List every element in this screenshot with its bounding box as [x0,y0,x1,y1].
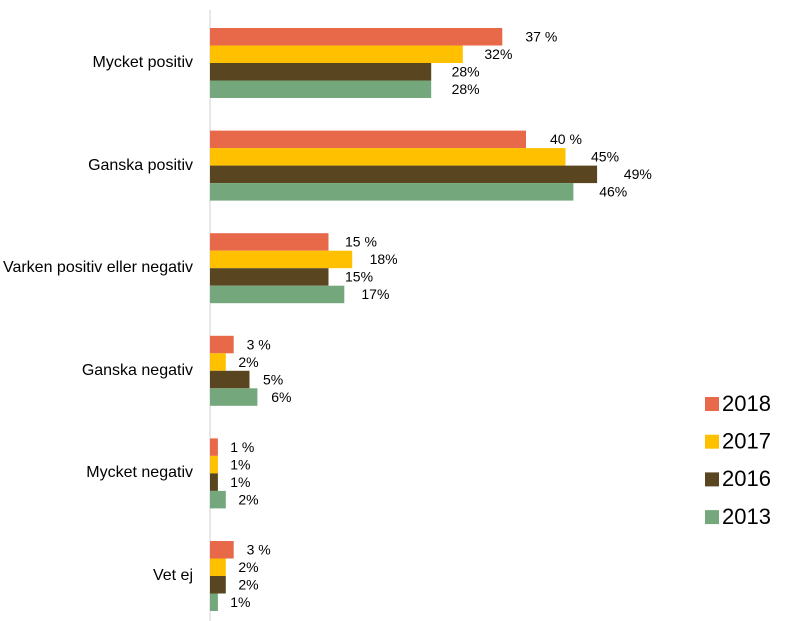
category-text: Vet ej [152,567,193,584]
data-label: 1% [230,594,250,610]
category-label: Ganska negativ [0,360,193,382]
bar [210,45,463,63]
category-text: Ganska negativ [81,361,193,379]
bar [210,233,329,251]
bar [210,183,574,201]
data-label: 5% [263,371,283,387]
category-text: Mycket positiv [92,54,193,71]
bar [210,455,218,474]
legend-swatch [705,472,719,487]
category-label: Varken positiv eller negativ [0,257,193,279]
bar [210,541,234,559]
legend-swatch [705,434,719,449]
bar [210,148,566,166]
bar [210,165,598,184]
legend-label: 2016 [722,466,771,491]
data-label: 1 % [230,439,254,455]
legend-label: 2018 [722,391,771,416]
data-label: 37 % [525,28,557,44]
category-text: Mycket negativ [86,464,193,482]
bar [210,63,432,81]
bar [210,80,432,98]
category-text: Ganska positiv [88,156,193,174]
category-label: Mycket positiv [0,52,193,74]
data-label: 28% [452,63,480,79]
data-label: 15 % [345,234,377,250]
bar [210,335,234,354]
bar [210,473,218,491]
bar [210,593,218,611]
category-label: Ganska positiv [0,155,193,177]
legend-label: 2013 [722,504,771,529]
bar [210,558,226,576]
data-label: 2% [238,576,258,592]
data-label: 3 % [247,541,271,557]
data-label: 17% [361,286,389,302]
data-label: 49% [624,166,652,182]
data-label: 28% [452,81,480,97]
data-label: 1% [230,474,250,490]
bar [210,268,329,286]
data-label: 40 % [550,131,582,147]
data-label: 46% [599,184,627,200]
data-label: 2% [238,491,258,507]
bar [210,250,353,269]
data-label: 2% [238,559,258,575]
data-label: 2% [238,354,258,370]
legend-label: 2017 [722,429,771,454]
bar [210,28,503,46]
legend-swatch [705,397,719,411]
bar [210,370,250,389]
data-label: 1% [230,456,250,472]
category-text: Varken positiv eller negativ [2,259,193,277]
data-label: 32% [484,46,512,62]
category-label: Mycket negativ [0,462,193,484]
bar [210,130,526,149]
bar [210,438,218,456]
legend-swatch [705,510,719,525]
data-label: 6% [271,389,291,405]
category-label: Vet ej [0,565,193,587]
data-label: 18% [370,251,398,267]
data-label: 15% [345,269,373,285]
bar [210,576,226,594]
data-label: 45% [591,149,619,165]
bar [210,490,226,509]
bar [210,285,345,304]
bar [210,388,258,406]
data-label: 3 % [247,336,271,352]
bar [210,353,226,371]
